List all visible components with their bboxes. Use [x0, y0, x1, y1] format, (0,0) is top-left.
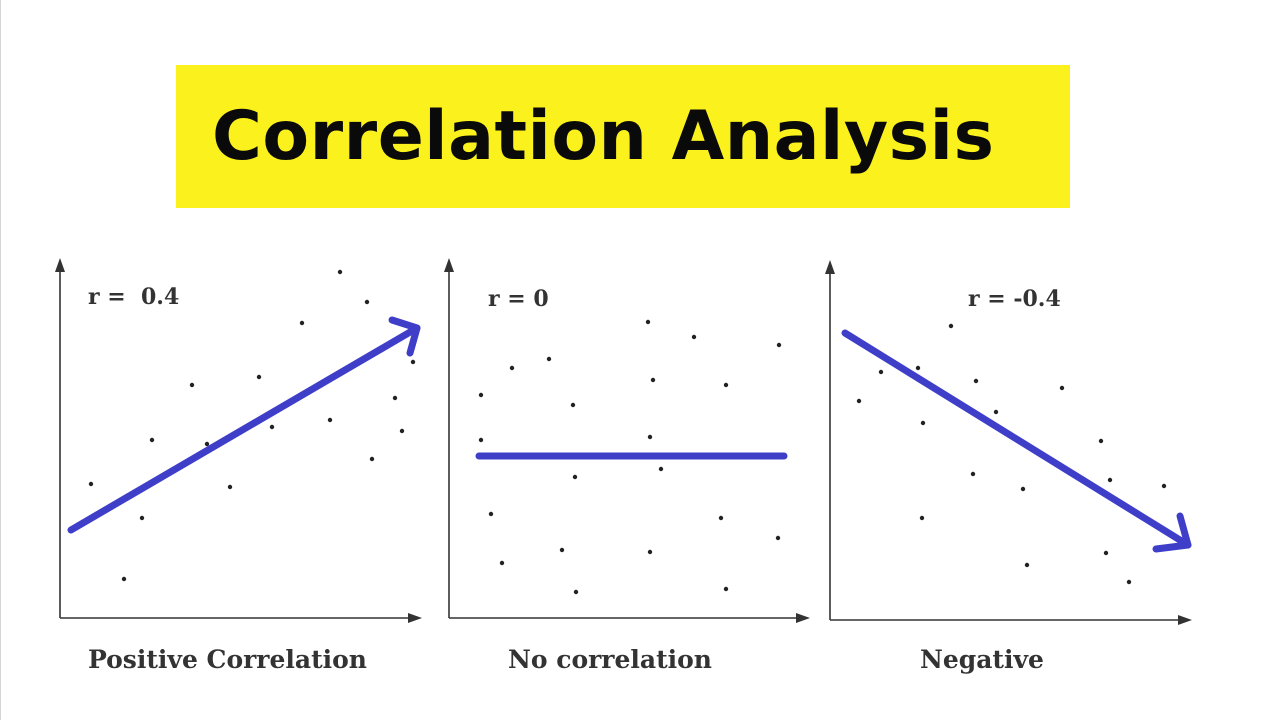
r-label: r = -0.4 — [968, 286, 1061, 312]
data-point — [573, 589, 579, 595]
data-point — [478, 392, 484, 398]
title-banner: Correlation Analysis — [176, 65, 1070, 208]
scatter-points — [856, 323, 1167, 585]
data-point — [1020, 486, 1026, 492]
data-point — [121, 576, 127, 582]
data-point — [775, 535, 781, 541]
data-point — [920, 420, 926, 426]
data-point — [269, 424, 275, 430]
data-point — [647, 549, 653, 555]
data-point — [915, 365, 921, 371]
scatter-points — [478, 319, 782, 595]
data-point — [227, 484, 233, 490]
data-point — [878, 369, 884, 375]
data-point — [1059, 385, 1065, 391]
data-point — [1161, 483, 1167, 489]
frame-edge — [0, 0, 1, 720]
trend-arrow-up — [67, 316, 421, 534]
data-point — [970, 471, 976, 477]
data-point — [364, 299, 370, 305]
data-point — [499, 560, 505, 566]
data-point — [650, 377, 656, 383]
panel-positive: r = 0.4 Positive Correlation — [55, 258, 422, 674]
data-point — [410, 359, 416, 365]
data-point — [723, 586, 729, 592]
data-point — [337, 269, 343, 275]
data-point — [993, 409, 999, 415]
data-point — [488, 511, 494, 517]
data-point — [392, 395, 398, 401]
panel-no-correlation: r = 0 No correlation — [444, 258, 810, 674]
data-point — [204, 441, 210, 447]
data-point — [149, 437, 155, 443]
data-point — [1103, 550, 1109, 556]
data-point — [973, 378, 979, 384]
data-point — [256, 374, 262, 380]
data-point — [88, 481, 94, 487]
r-label: r = 0.4 — [88, 284, 179, 310]
x-axis-arrow — [1178, 615, 1192, 625]
data-point — [478, 437, 484, 443]
data-point — [948, 323, 954, 329]
trend-arrow-down — [841, 329, 1192, 553]
data-point — [776, 342, 782, 348]
panel-caption: No correlation — [508, 645, 712, 674]
data-point — [369, 456, 375, 462]
y-axis-arrow — [444, 258, 454, 272]
panel-caption: Positive Correlation — [88, 645, 367, 674]
data-point — [723, 382, 729, 388]
data-point — [856, 398, 862, 404]
data-point — [645, 319, 651, 325]
data-point — [139, 515, 145, 521]
panel-negative: r = -0.4 Negative — [825, 260, 1192, 674]
data-point — [559, 547, 565, 553]
y-axis-arrow — [825, 260, 835, 274]
y-axis-arrow — [55, 258, 65, 272]
r-label: r = 0 — [488, 286, 549, 312]
scatter-points — [88, 269, 416, 582]
data-point — [509, 365, 515, 371]
page-title: Correlation Analysis — [212, 97, 995, 176]
data-point — [399, 428, 405, 434]
data-point — [919, 515, 925, 521]
data-point — [718, 515, 724, 521]
data-point — [299, 320, 305, 326]
data-point — [1098, 438, 1104, 444]
data-point — [1107, 477, 1113, 483]
panel-caption: Negative — [920, 645, 1044, 674]
data-point — [691, 334, 697, 340]
data-point — [658, 466, 664, 472]
data-point — [572, 474, 578, 480]
data-point — [1024, 562, 1030, 568]
data-point — [546, 356, 552, 362]
data-point — [327, 417, 333, 423]
data-point — [1126, 579, 1132, 585]
data-point — [647, 434, 653, 440]
x-axis-arrow — [408, 613, 422, 623]
x-axis-arrow — [796, 613, 810, 623]
data-point — [189, 382, 195, 388]
data-point — [570, 402, 576, 408]
